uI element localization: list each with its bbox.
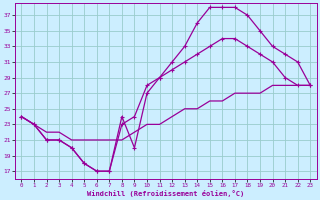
X-axis label: Windchill (Refroidissement éolien,°C): Windchill (Refroidissement éolien,°C) [87,190,244,197]
